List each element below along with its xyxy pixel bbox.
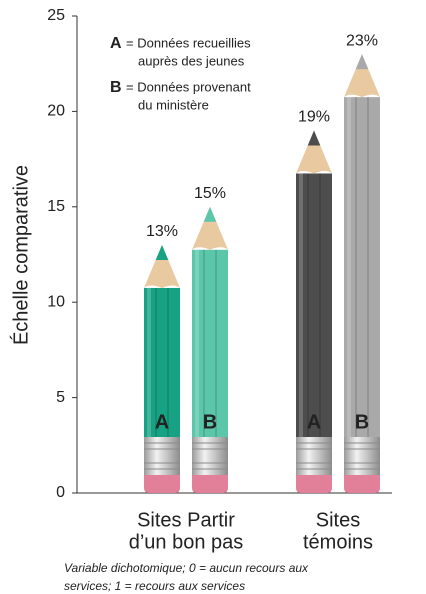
x-tick-label: Sites Partir [137,509,235,531]
pencil-eraser [144,475,180,493]
series-letter: A [307,411,321,433]
value-label: 19% [298,109,330,126]
pencil-highlight [195,249,199,437]
y-tick-label: 15 [47,198,65,215]
pencil [344,54,380,493]
legend-text: = Données provenant [126,79,251,94]
series-letter: B [355,411,369,433]
pencil-lead [203,206,217,222]
x-tick-label: Sites [316,509,360,531]
pencil-highlight [347,97,351,437]
pencil-highlight [299,173,303,438]
y-tick-label: 10 [47,293,65,310]
pencil-body [296,173,332,438]
pencil-lead [307,130,321,146]
y-tick-label: 5 [56,389,65,406]
y-tick-label: 20 [47,103,65,120]
pencil-wood [296,130,332,174]
series-letter: B [203,411,217,433]
value-label: 13% [146,223,178,240]
x-tick-label: témoins [303,531,373,553]
x-tick-label: d’un bon pas [129,531,244,553]
legend-letter: B [110,79,122,96]
pencil-wood [344,54,380,98]
footnote: services; 1 = recours aux services [64,579,245,593]
pencil-wood [192,206,228,250]
footnote: Variable dichotomique; 0 = aucun recours… [64,561,309,575]
y-tick-label: 0 [56,484,65,501]
pencil-body [192,249,228,437]
legend-text: = Données recueillies [126,35,251,50]
pencil-highlight [147,287,151,437]
pencil-body [344,97,380,437]
pencil [296,130,332,493]
value-label: 23% [346,32,378,49]
pencil [144,244,180,493]
y-tick-label: 25 [47,7,65,24]
pencil-eraser [296,475,332,493]
y-axis-label: Échelle comparative [9,165,32,345]
legend-letter: A [110,35,122,52]
pencil-lead [355,54,369,70]
legend-text: du ministère [138,97,209,112]
legend-text: auprès des jeunes [138,53,245,68]
pencil-body [144,287,180,437]
pencil-eraser [192,475,228,493]
pencil-wood [144,244,180,288]
pencil [192,206,228,493]
series-letter: A [155,411,169,433]
pencil-lead [155,244,169,260]
pencil-eraser [344,475,380,493]
value-label: 15% [194,185,226,202]
